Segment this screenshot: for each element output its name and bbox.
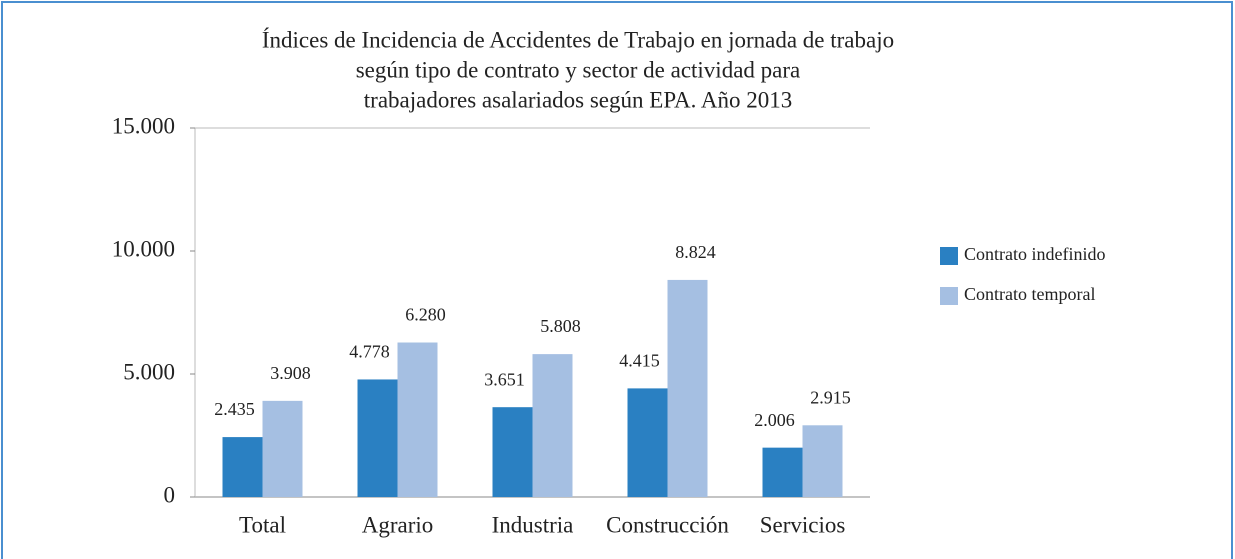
chart-title: según tipo de contrato y sector de activ… [356,57,801,82]
value-label: 2.006 [754,410,795,430]
x-tick-label: Agrario [362,512,434,537]
bar [802,425,843,497]
y-tick-label: 0 [164,482,176,507]
legend-swatch [940,247,958,265]
bar [357,379,398,497]
value-label: 3.908 [270,363,311,383]
x-tick-label: Total [239,512,286,537]
value-label: 3.651 [484,369,525,389]
x-tick-label: Industria [492,512,574,537]
bar [397,342,438,497]
legend-label: Contrato temporal [964,284,1095,304]
y-tick-label: 5.000 [123,359,175,384]
bar [222,437,263,497]
y-tick-label: 15.000 [112,113,175,138]
value-label: 2.915 [810,387,851,407]
x-tick-label: Servicios [760,512,846,537]
bar [667,279,708,497]
y-tick-label: 10.000 [112,236,175,261]
value-label: 4.778 [349,342,390,362]
legend-swatch [940,287,958,305]
bar [627,388,668,497]
bar [492,407,533,497]
value-label: 8.824 [675,242,716,262]
bar [262,400,303,497]
bar [762,447,803,497]
value-label: 4.415 [619,351,660,371]
chart-title: trabajadores asalariados según EPA. Año … [364,87,792,112]
bar [532,354,573,497]
x-tick-label: Construcción [606,512,729,537]
legend-label: Contrato indefinido [964,244,1105,264]
value-label: 5.808 [540,316,581,336]
value-label: 6.280 [405,305,446,325]
value-label: 2.435 [214,399,255,419]
chart-title: Índices de Incidencia de Accidentes de T… [262,27,894,52]
